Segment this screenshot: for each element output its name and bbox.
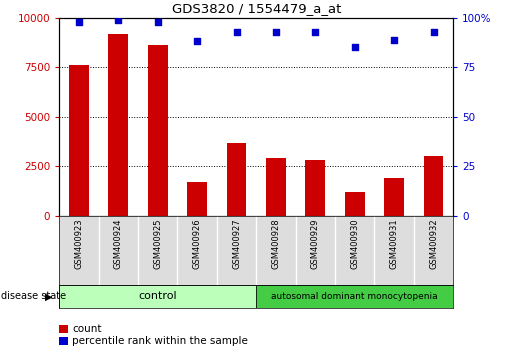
Text: GSM400931: GSM400931 [390,218,399,269]
Text: GSM400923: GSM400923 [75,218,83,269]
Bar [256,285,453,308]
Text: GSM400932: GSM400932 [429,218,438,269]
Bar [384,178,404,216]
Point [272,29,280,34]
Text: disease state: disease state [1,291,66,302]
Text: GSM400926: GSM400926 [193,218,201,269]
Bar [69,65,89,216]
Text: GSM400925: GSM400925 [153,218,162,269]
Text: GSM400924: GSM400924 [114,218,123,269]
Point [390,37,398,42]
Point [311,29,319,34]
Point [193,39,201,44]
Bar [345,192,365,216]
Text: GSM400929: GSM400929 [311,218,320,269]
Text: GSM400927: GSM400927 [232,218,241,269]
Bar [148,45,167,216]
Bar [266,159,286,216]
Point [430,29,438,34]
Text: control: control [139,291,177,302]
Text: autosomal dominant monocytopenia: autosomal dominant monocytopenia [271,292,438,301]
Text: ▶: ▶ [45,291,53,302]
Bar [59,285,256,308]
Bar [227,143,246,216]
Bar [424,156,443,216]
Bar [109,34,128,216]
Point [153,19,162,24]
Text: percentile rank within the sample: percentile rank within the sample [72,336,248,346]
Bar [187,182,207,216]
Point [232,29,241,34]
Point [114,17,123,23]
Text: count: count [72,324,101,333]
Text: GSM400928: GSM400928 [271,218,280,269]
Text: GSM400930: GSM400930 [350,218,359,269]
Title: GDS3820 / 1554479_a_at: GDS3820 / 1554479_a_at [171,2,341,15]
Point [75,19,83,24]
Bar [305,160,325,216]
Point [351,45,359,50]
